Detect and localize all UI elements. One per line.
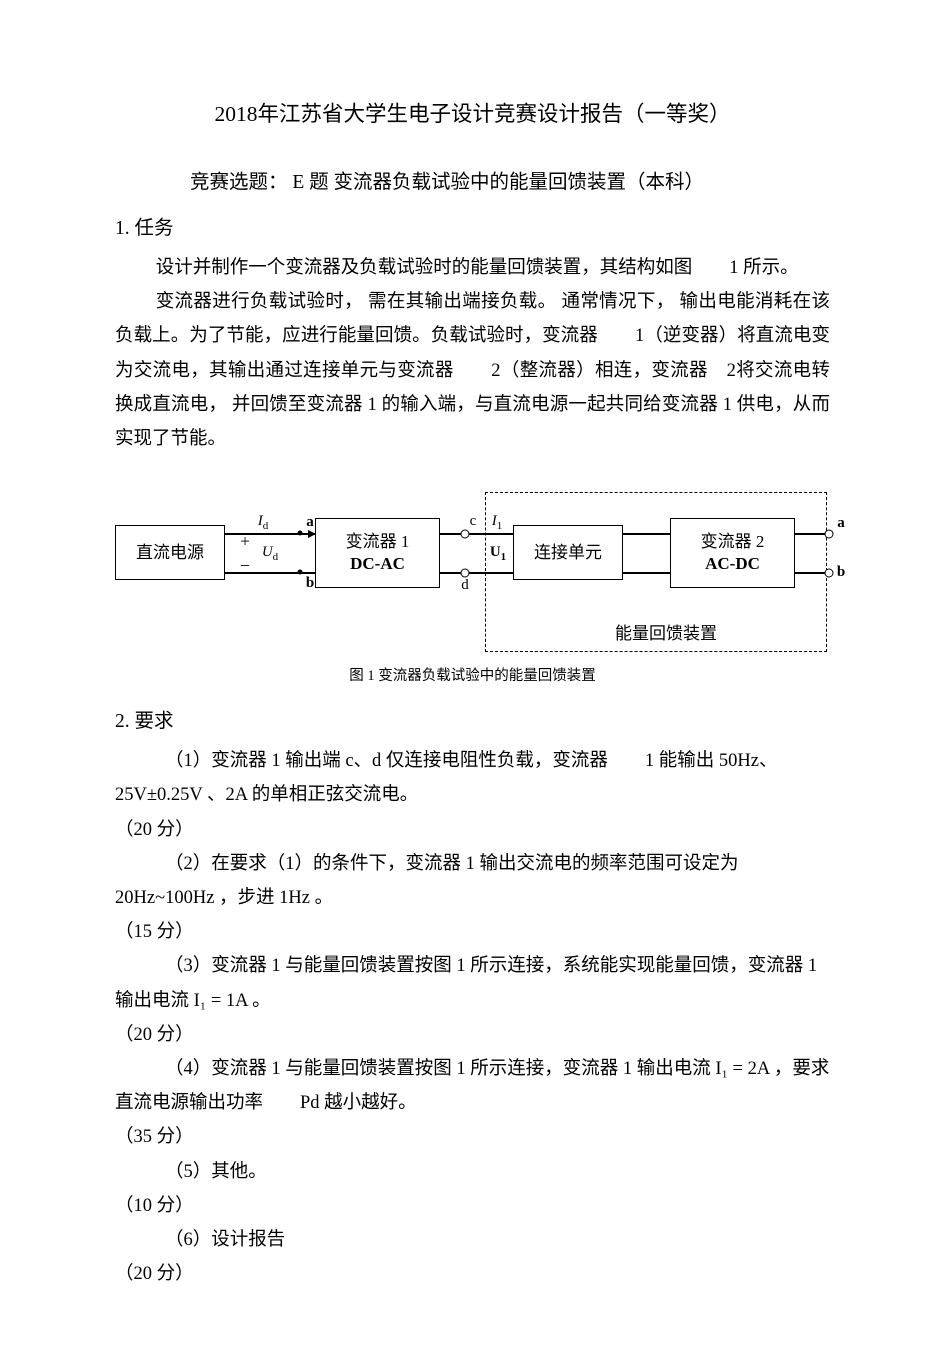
- converter-2-line1: 变流器 2: [701, 531, 765, 553]
- label-id: Id: [258, 508, 269, 536]
- connection-unit-label: 连接单元: [534, 542, 602, 564]
- converter-2-box: 变流器 2 AC-DC: [670, 518, 795, 588]
- feedback-device-label: 能量回馈装置: [615, 618, 717, 649]
- req-6-score: （20 分）: [115, 1257, 830, 1291]
- label-ud: Ud: [262, 539, 278, 567]
- req-2-score: （15 分）: [115, 915, 830, 949]
- req-4-text: （4）变流器 1 与能量回馈装置按图 1 所示连接，变流器 1 输出电流 I₁ …: [115, 1052, 830, 1120]
- connection-unit-box: 连接单元: [513, 525, 623, 580]
- dc-source-label: 直流电源: [136, 542, 204, 564]
- document-title: 2018年江苏省大学生电子设计竞赛设计报告（一等奖）: [115, 95, 830, 135]
- req-5-score: （10 分）: [115, 1189, 830, 1223]
- label-c: c: [470, 508, 477, 536]
- label-b: b: [306, 570, 314, 598]
- node-a: [298, 531, 303, 536]
- section-1-p2: 变流器进行负载试验时， 需在其输出端接负载。 通常情况下， 输出电能消耗在该负载…: [115, 285, 830, 456]
- wire-conn-bottom: [623, 572, 670, 574]
- figure-1: 直流电源 变流器 1 DC-AC 连接单元 变流器 2 AC-DC 能量回馈装置…: [115, 480, 830, 690]
- wire-conv1-bottom: [440, 572, 513, 574]
- section-2-heading: 2. 要求: [115, 704, 830, 740]
- converter-1-line1: 变流器 1: [346, 531, 410, 553]
- req-2-text: （2）在要求（1）的条件下，变流器 1 输出交流电的频率范围可设定为 20Hz~…: [115, 847, 830, 915]
- section-1-heading: 1. 任务: [115, 211, 830, 247]
- document-subtitle: 竞赛选题： E 题 变流器负载试验中的能量回馈装置（本科）: [115, 165, 830, 201]
- open-out-a: [825, 530, 834, 539]
- label-out-b: b: [837, 559, 845, 587]
- label-d: d: [461, 572, 469, 600]
- req-1-text: （1）变流器 1 输出端 c、d 仅连接电阻性负载，变流器 1 能输出 50Hz…: [115, 744, 830, 812]
- node-b: [298, 570, 303, 575]
- label-u1: U1: [490, 539, 506, 567]
- open-node-c: [461, 530, 470, 539]
- label-a: a: [306, 509, 314, 537]
- converter-2-line2: AC-DC: [705, 553, 760, 575]
- dc-source-box: 直流电源: [115, 525, 225, 580]
- wire-out-bottom: [795, 572, 825, 574]
- label-minus: −: [240, 550, 250, 583]
- req-3-text: （3）变流器 1 与能量回馈装置按图 1 所示连接，系统能实现能量回馈，变流器 …: [115, 949, 830, 1017]
- wire-conn-top: [623, 533, 670, 535]
- req-4-score: （35 分）: [115, 1120, 830, 1154]
- wire-out-top: [795, 533, 825, 535]
- converter-1-line2: DC-AC: [350, 553, 405, 575]
- label-i1: I1: [492, 508, 503, 536]
- block-diagram: 直流电源 变流器 1 DC-AC 连接单元 变流器 2 AC-DC 能量回馈装置…: [115, 480, 830, 655]
- req-3-score: （20 分）: [115, 1018, 830, 1052]
- req-6-text: （6）设计报告: [115, 1223, 830, 1257]
- req-5-text: （5）其他。: [115, 1155, 830, 1189]
- open-out-b: [825, 569, 834, 578]
- req-1-score: （20 分）: [115, 813, 830, 847]
- section-1-p1: 设计并制作一个变流器及负载试验时的能量回馈装置，其结构如图 1 所示。: [115, 251, 830, 285]
- figure-1-caption: 图 1 变流器负载试验中的能量回馈装置: [115, 663, 830, 690]
- label-out-a: a: [837, 510, 845, 538]
- converter-1-box: 变流器 1 DC-AC: [315, 518, 440, 588]
